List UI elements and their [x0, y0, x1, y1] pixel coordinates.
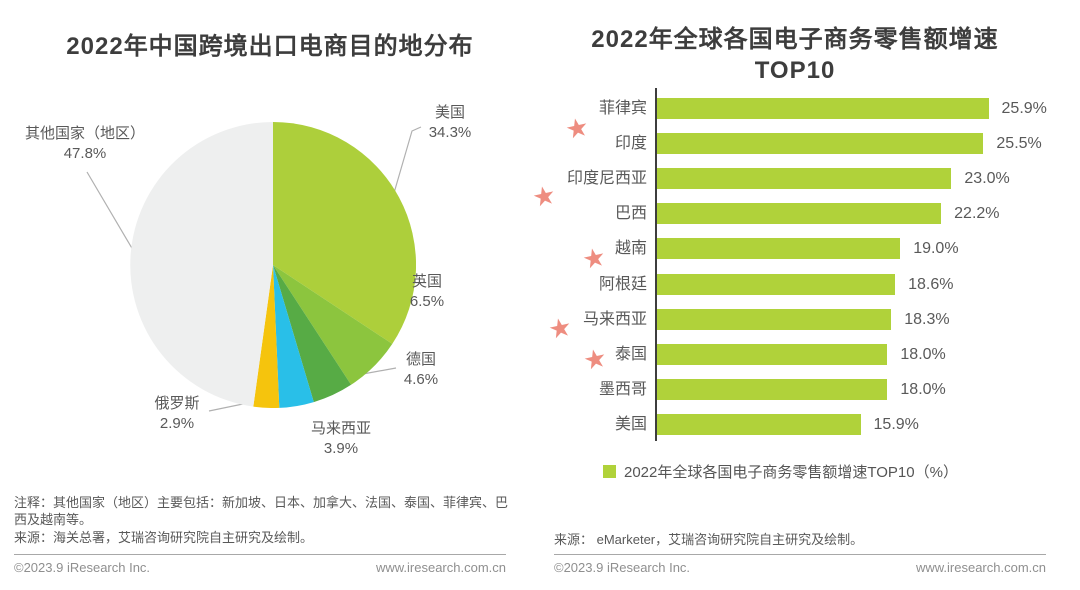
- pie-label-2: 德国 4.6%: [391, 350, 451, 390]
- bar-value-8: 18.0%: [900, 381, 946, 399]
- pie-label-3: 马来西亚 3.9%: [295, 419, 387, 459]
- bar-5: [657, 273, 896, 295]
- bar-value-5: 18.6%: [908, 275, 954, 293]
- star-icon-菲律宾: ★: [562, 110, 592, 146]
- pie-label-name: 其他国家（地区）: [24, 125, 145, 142]
- copyright-text: ©2023.9 iResearch Inc.: [14, 560, 151, 575]
- bar-chart-title-line2: TOP10: [754, 57, 836, 84]
- pie-slice-3: [273, 265, 314, 408]
- pie-label-value: 34.3%: [428, 124, 472, 141]
- pie-label-5: 其他国家（地区） 47.8%: [10, 124, 160, 164]
- bar-label-8: 墨西哥: [598, 381, 647, 399]
- legend-swatch-icon: [603, 465, 616, 478]
- bar-value-7: 18.0%: [900, 345, 946, 363]
- star-icon-越南: ★: [579, 240, 609, 276]
- pie-slice-5: [130, 122, 273, 407]
- bar-label-9: 美国: [614, 416, 647, 434]
- bar-value-1: 25.5%: [996, 134, 1042, 152]
- bar-2: [657, 167, 952, 189]
- pie-label-value: 6.5%: [409, 293, 445, 310]
- pie-chart-title: 2022年中国跨境出口电商目的地分布: [66, 33, 474, 60]
- bar-value-6: 18.3%: [904, 310, 950, 328]
- pie-label-1: 英国 6.5%: [398, 272, 456, 312]
- bar-8: [657, 379, 888, 401]
- bar-value-0: 25.9%: [1001, 99, 1047, 117]
- star-icon-泰国: ★: [580, 341, 610, 377]
- bar-source: 来源： eMarketer，艾瑞咨询研究院自主研究及绘制。: [554, 532, 864, 547]
- bar-chart-title-line1: 2022年全球各国电子商务零售额增速: [591, 26, 999, 53]
- bar-9: [657, 414, 861, 436]
- footer-divider: [554, 554, 1046, 555]
- pie-note: 注释：其他国家（地区）主要包括：新加坡、日本、加拿大、法国、泰国、菲律宾、巴西及…: [14, 495, 509, 527]
- bar-label-5: 阿根廷: [598, 275, 647, 293]
- website-link[interactable]: www.iresearch.com.cn: [375, 560, 506, 575]
- pie-label-value: 47.8%: [63, 145, 107, 162]
- bar-6: [657, 308, 892, 330]
- pie-slice-2: [273, 265, 352, 403]
- bar-0: [657, 97, 989, 119]
- bar-label-7: 泰国: [614, 345, 647, 363]
- pie-source: 来源：海关总署，艾瑞咨询研究院自主研究及绘制。: [14, 530, 314, 545]
- bar-label-1: 印度: [614, 134, 647, 152]
- bar-label-4: 越南: [614, 240, 647, 258]
- bar-value-3: 22.2%: [954, 205, 1000, 223]
- pie-chart: [130, 122, 416, 408]
- leader-line-others: [86, 171, 134, 251]
- footer: ©2023.9 iResearch Inc. www.iresearch.com…: [554, 560, 1046, 575]
- pie-slice-4: [253, 265, 280, 408]
- bar-value-4: 19.0%: [913, 240, 959, 258]
- pie-label-name: 美国: [434, 104, 465, 121]
- bar-value-2: 23.0%: [964, 169, 1010, 187]
- footer-divider: [14, 554, 506, 555]
- bar-1: [657, 132, 984, 154]
- footer: ©2023.9 iResearch Inc. www.iresearch.com…: [14, 560, 506, 575]
- pie-label-value: 4.6%: [403, 371, 439, 388]
- pie-label-value: 2.9%: [159, 415, 195, 432]
- copyright-text: ©2023.9 iResearch Inc.: [554, 560, 691, 575]
- bar-chart-panel: 2022年全球各国电子商务零售额增速 TOP10 菲律宾 25.9% 印度 25.5% 印…: [529, 0, 1080, 590]
- bar-label-6: 马来西亚: [582, 310, 647, 328]
- bar-label-2: 印度尼西亚: [566, 169, 647, 187]
- bar-value-9: 15.9%: [873, 416, 919, 434]
- website-link[interactable]: www.iresearch.com.cn: [915, 560, 1046, 575]
- star-icon-马来西亚: ★: [545, 310, 575, 346]
- pie-label-0: 美国 34.3%: [420, 103, 480, 143]
- star-icon-印度尼西亚: ★: [529, 178, 559, 214]
- bar-label-3: 巴西: [614, 205, 647, 223]
- bar-chart-legend: 2022年全球各国电子商务零售额增速TOP10（%）: [603, 461, 958, 482]
- pie-label-name: 俄罗斯: [154, 395, 200, 412]
- pie-slice-1: [273, 265, 393, 385]
- pie-label-name: 英国: [411, 273, 442, 290]
- bar-chart-axis: [655, 88, 657, 441]
- bar-3: [657, 203, 942, 225]
- pie-label-name: 德国: [405, 351, 436, 368]
- bar-label-0: 菲律宾: [598, 99, 647, 117]
- pie-label-name: 马来西亚: [310, 420, 371, 437]
- bar-4: [657, 238, 901, 260]
- pie-chart-panel: 2022年中国跨境出口电商目的地分布 美国 34.3% 英国 6.5% 德国 4.6% 马来…: [10, 33, 509, 575]
- legend-label: 2022年全球各国电子商务零售额增速TOP10（%）: [624, 464, 958, 481]
- pie-label-value: 3.9%: [323, 440, 359, 457]
- bar-chart-title: 2022年全球各国电子商务零售额增速 TOP10: [540, 24, 1050, 86]
- bar-7: [657, 343, 888, 365]
- pie-label-4: 俄罗斯 2.9%: [141, 394, 213, 434]
- pie-slice-0: [273, 122, 416, 344]
